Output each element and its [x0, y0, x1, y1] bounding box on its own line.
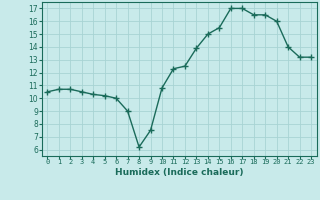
X-axis label: Humidex (Indice chaleur): Humidex (Indice chaleur): [115, 168, 244, 177]
